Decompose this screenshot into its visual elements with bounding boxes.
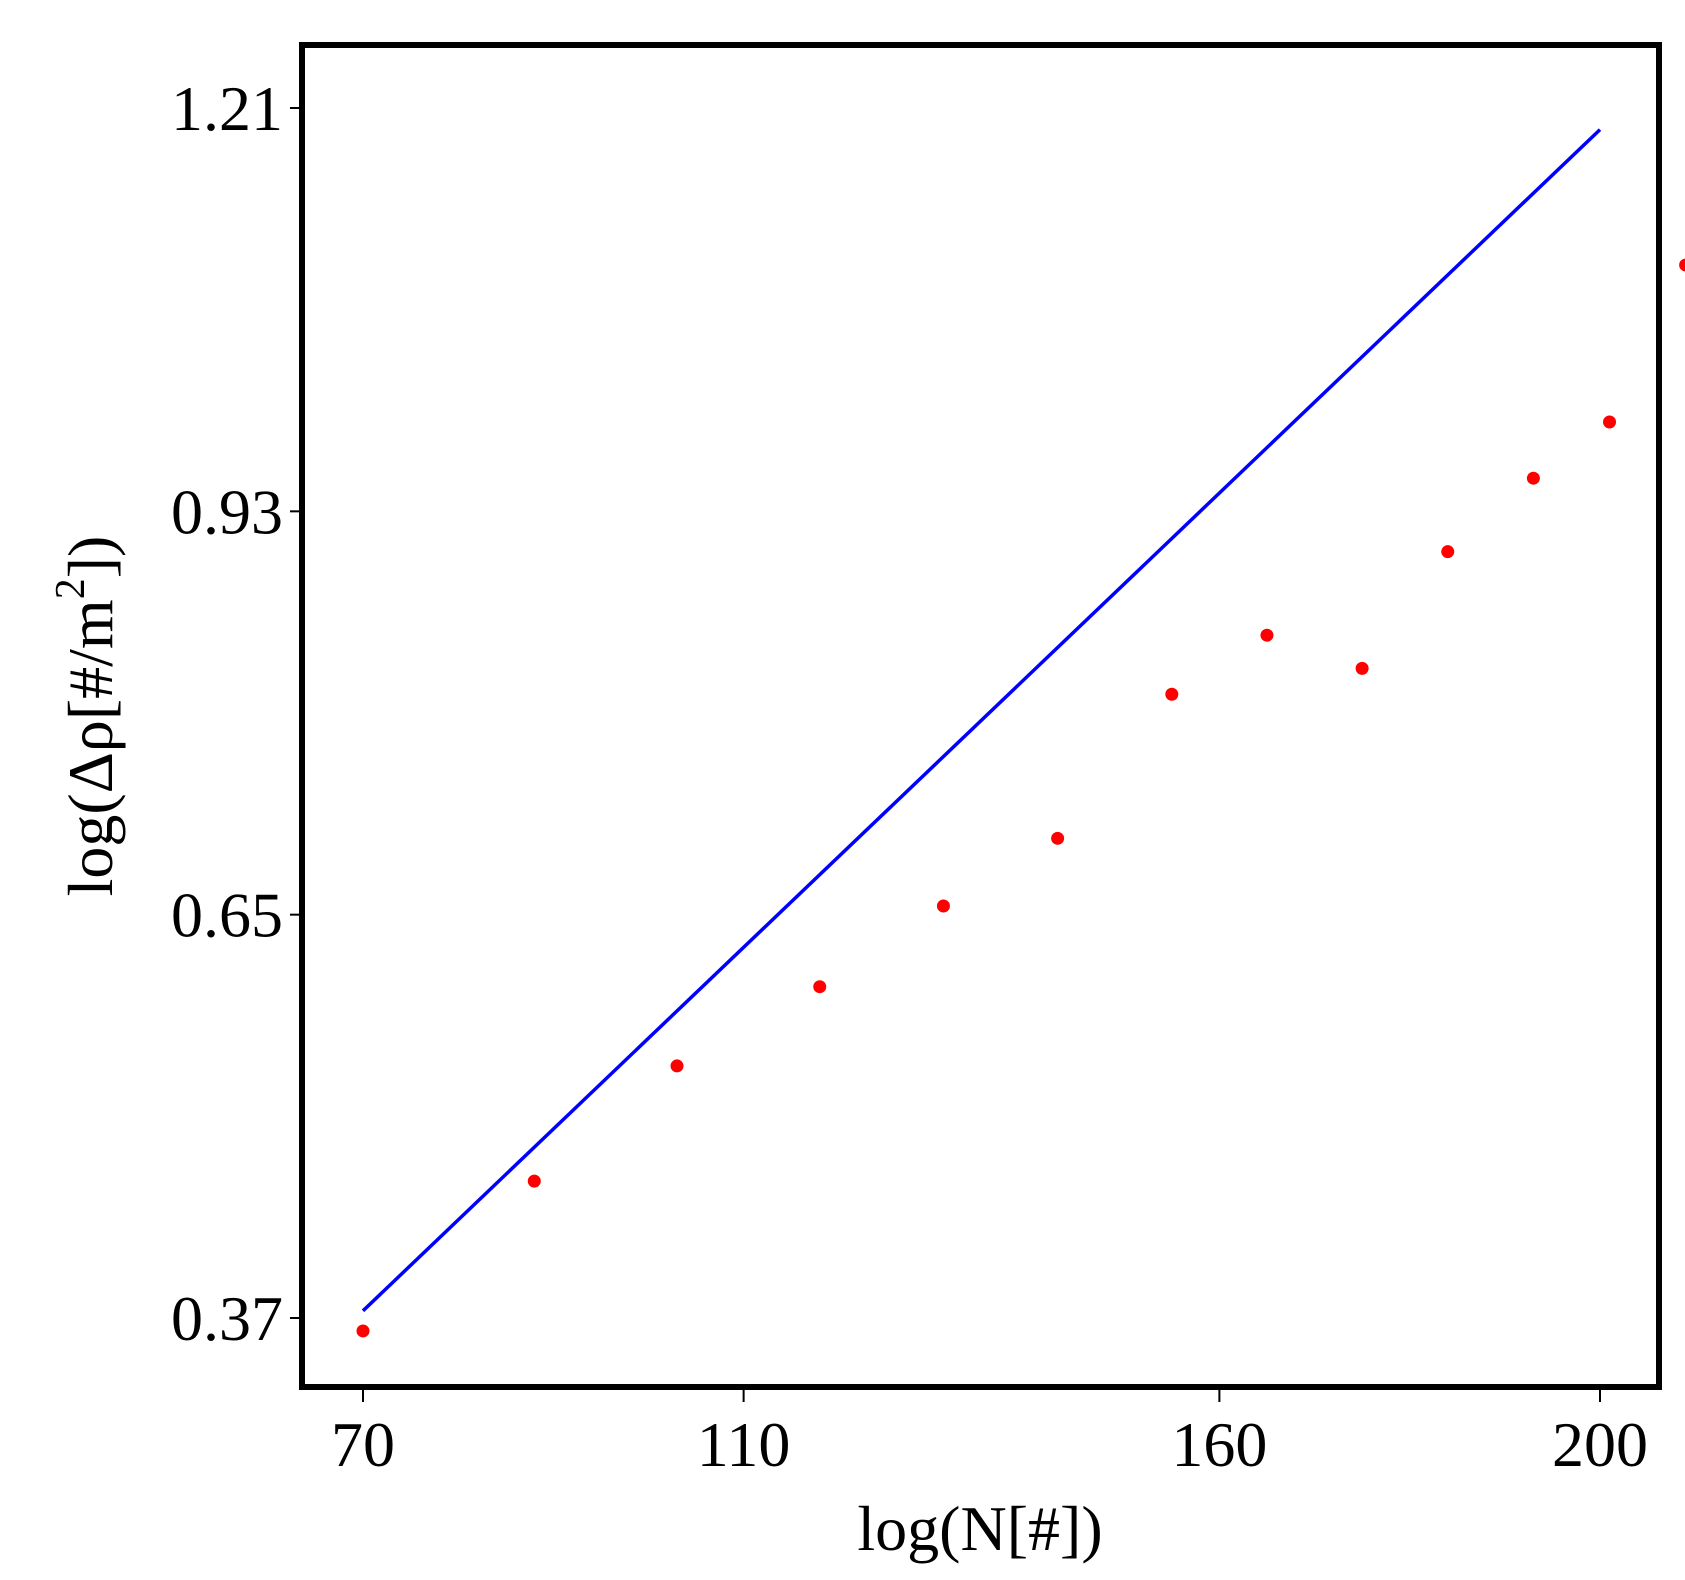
- x-axis-title: log(N[#]): [857, 1493, 1102, 1564]
- x-axis: 70 110 160 200: [331, 1390, 1648, 1480]
- x-tick-label-0: 70: [331, 1409, 395, 1480]
- data-point-11: [1603, 415, 1617, 429]
- fit-line: [361, 128, 1602, 1313]
- data-point-4: [936, 899, 950, 913]
- x-tick-label-2: 160: [1171, 1409, 1267, 1480]
- data-point-0: [356, 1324, 370, 1338]
- y-tick-label-2: 0.93: [171, 476, 283, 547]
- data-points: [356, 258, 1685, 1338]
- data-point-12: [1679, 258, 1685, 272]
- y-tick-label-3: 1.21: [171, 73, 283, 144]
- data-point-10: [1526, 471, 1540, 485]
- y-axis-title-superscript: 2: [48, 578, 94, 599]
- y-axis: 0.37 0.65 0.93 1.21: [171, 73, 302, 1354]
- y-tick-label-0: 0.37: [171, 1283, 283, 1354]
- x-tick-label-3: 200: [1552, 1409, 1648, 1480]
- x-tick-label-1: 110: [697, 1409, 791, 1480]
- y-axis-title-main: log(Δρ[#/m: [55, 599, 126, 896]
- y-tick-label-1: 0.65: [171, 880, 283, 951]
- data-point-6: [1165, 687, 1179, 701]
- data-point-5: [1051, 831, 1065, 845]
- y-axis-title: log(Δρ[#/m2]): [48, 536, 126, 897]
- plot-frame: [299, 42, 1662, 1390]
- data-point-8: [1355, 661, 1369, 675]
- y-axis-title-end: ]): [55, 536, 126, 579]
- data-point-7: [1260, 628, 1274, 642]
- data-point-3: [813, 980, 827, 994]
- data-point-2: [670, 1059, 684, 1073]
- data-point-9: [1441, 545, 1455, 559]
- data-point-1: [527, 1174, 541, 1188]
